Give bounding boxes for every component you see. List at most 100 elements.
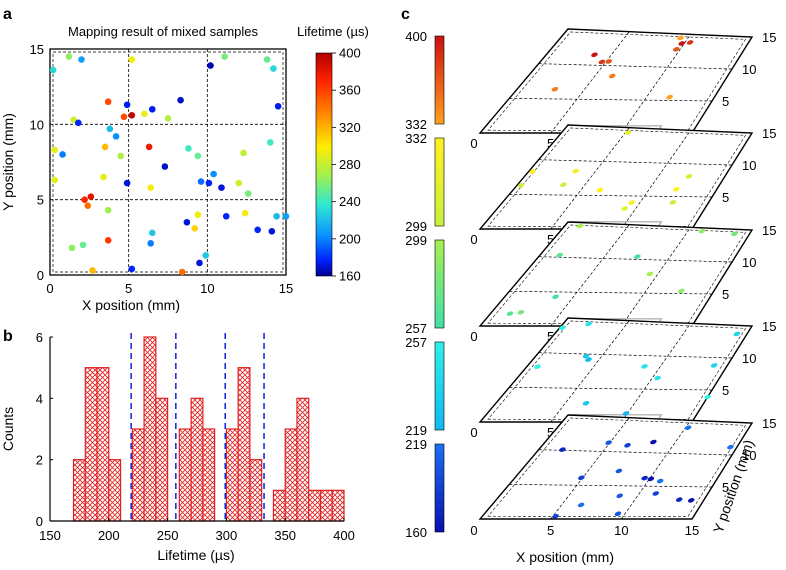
scatter-point <box>65 53 73 60</box>
layer-point <box>559 447 566 452</box>
y-tick-label: 10 <box>30 117 44 132</box>
histogram-bar <box>331 489 345 522</box>
x-tick-label: 5 <box>547 425 554 440</box>
y-tick-label: 5 <box>722 94 729 109</box>
layer-grid-line <box>550 127 630 230</box>
panel-letter-b: b <box>3 328 13 345</box>
y-tick-label: 5 <box>722 287 729 302</box>
layer-colorbar-segment <box>434 137 445 227</box>
layer-point <box>710 363 718 368</box>
layer-point <box>704 394 711 400</box>
x-tick-label: 200 <box>98 528 120 543</box>
histogram-bar <box>72 459 86 522</box>
layer-grid-line <box>550 320 630 423</box>
layer-point <box>615 468 623 474</box>
x-tick-label: 10 <box>614 523 628 538</box>
scatter-point <box>79 241 87 249</box>
panel-letter-c: c <box>401 6 410 23</box>
layer-grid-line <box>509 97 713 102</box>
layer-point <box>666 94 673 100</box>
layer-point <box>624 130 632 135</box>
scatter-point <box>128 56 136 63</box>
scatter-point <box>112 133 120 140</box>
layer-plane <box>478 414 754 520</box>
y-tick-label: 5 <box>37 193 44 208</box>
y-tick-label: 2 <box>36 453 43 468</box>
scatter-point <box>197 178 205 185</box>
layer-point <box>517 309 525 315</box>
layer-range-max: 332 <box>405 131 427 146</box>
layer-inner-border <box>487 31 747 131</box>
layer-point <box>684 425 692 430</box>
layer-colorbar-segment <box>434 239 445 329</box>
layer-point <box>534 364 541 370</box>
layer-inner-border <box>487 224 747 324</box>
layer-point <box>646 271 654 277</box>
x-tick-label: 0 <box>470 329 477 344</box>
y-tick-label: 15 <box>762 416 776 431</box>
x-tick-label: 0 <box>46 281 53 296</box>
layer-grid-line <box>538 352 733 359</box>
layer-point <box>652 491 660 496</box>
y-tick-label: 15 <box>762 30 776 45</box>
panel-a-plot-frame <box>49 48 287 276</box>
scatter-point <box>123 179 131 187</box>
scatter-point <box>100 173 107 181</box>
layer-grid-line <box>621 420 691 520</box>
histogram-bar <box>284 428 298 522</box>
x-tick-label: 0 <box>470 136 477 151</box>
layer-grid-line <box>550 417 630 520</box>
y-tick-label: 10 <box>742 255 756 270</box>
panel-b-x-ticks: 150 200 250 300 350 400 <box>39 518 355 543</box>
scatter-point <box>205 179 213 187</box>
scatter-point <box>210 170 217 178</box>
scatter-point <box>244 190 252 197</box>
colorbar-ticks: 400 360 320 280 240 200 160 <box>332 46 361 284</box>
histogram-bar <box>84 367 98 522</box>
colorbar-tick-label: 240 <box>339 194 361 209</box>
layer-point <box>641 364 648 369</box>
layer-grid-line <box>509 290 713 295</box>
layer-range-max: 219 <box>405 437 427 452</box>
y-tick-label: 0 <box>37 268 44 283</box>
histogram-bar <box>96 367 110 522</box>
layer-point <box>731 231 738 237</box>
layer-point <box>578 475 585 481</box>
x-tick-label: 0 <box>470 232 477 247</box>
layer-point <box>616 493 623 499</box>
scatter-point <box>59 151 66 158</box>
x-tick-label: 15 <box>685 523 699 538</box>
layer-point <box>673 187 680 192</box>
scatter-point <box>145 143 153 151</box>
layer-range-min: 160 <box>405 525 427 540</box>
scatter-point <box>141 110 148 118</box>
y-tick-label: 5 <box>722 480 729 495</box>
panel-a-x-label: X position (mm) <box>82 297 180 313</box>
layer-plane <box>478 28 754 134</box>
scatter-point <box>178 268 186 276</box>
scatter-point <box>194 211 202 219</box>
y-tick-label: 15 <box>762 319 776 334</box>
colorbar-tick-label: 360 <box>339 83 361 98</box>
panel-a-title: Mapping result of mixed samples <box>68 24 259 39</box>
layer-point <box>672 47 680 52</box>
layer-colorbar-segment <box>434 341 445 431</box>
scatter-point <box>147 240 154 247</box>
y-tick-label: 15 <box>762 223 776 238</box>
layer-point <box>552 514 559 519</box>
x-tick-label: 0 <box>470 425 477 440</box>
panel-a-y-ticks: 0 5 10 15 <box>30 42 44 283</box>
panel-b-x-label: Lifetime (µs) <box>157 547 234 563</box>
layer-point <box>686 40 694 45</box>
layer-point <box>577 502 585 508</box>
layer-point <box>556 252 563 258</box>
scatter-point <box>106 125 114 133</box>
layer-point <box>608 73 616 79</box>
scatter-point <box>221 53 228 60</box>
scatter-point <box>148 229 156 237</box>
colorbar-tick-label: 320 <box>339 120 361 135</box>
